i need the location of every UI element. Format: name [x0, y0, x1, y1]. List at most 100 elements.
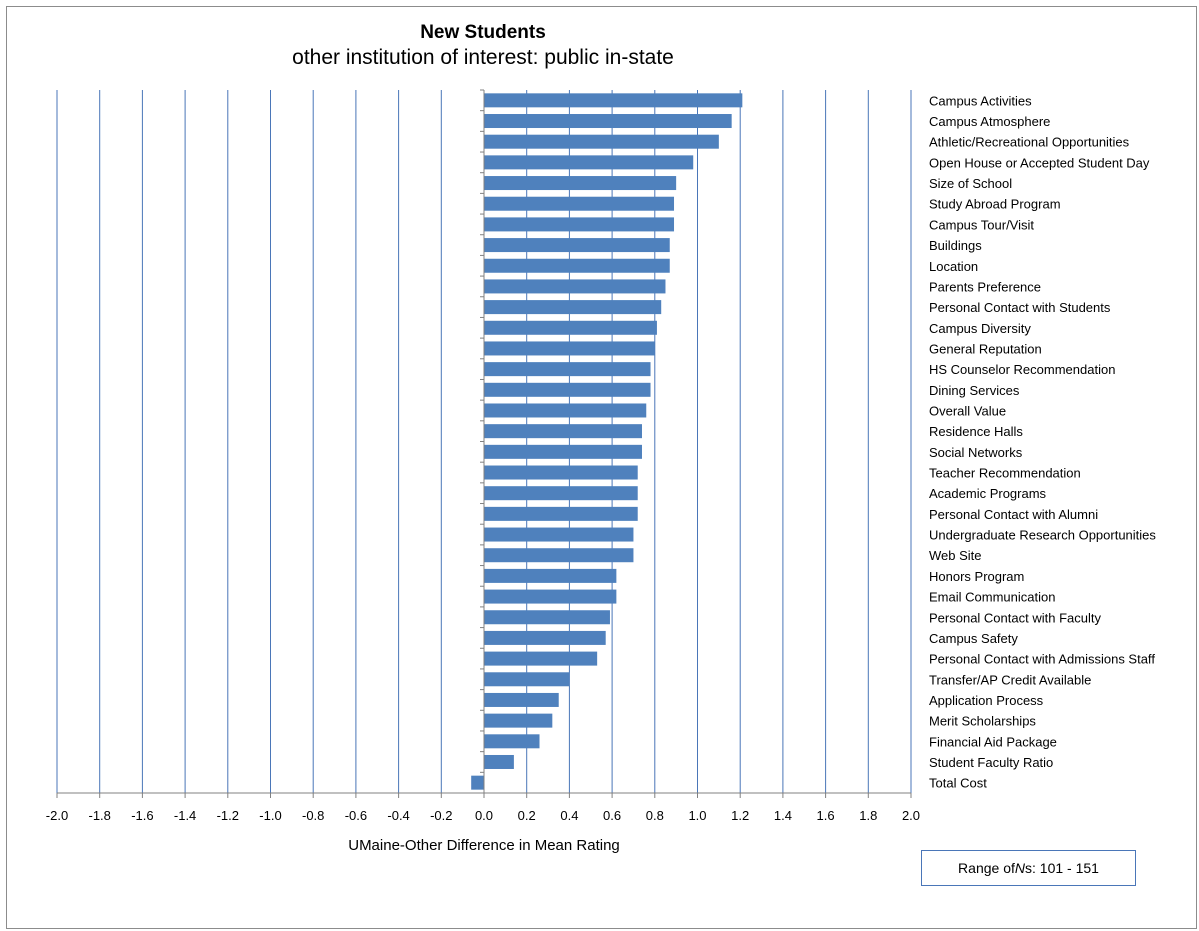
bar [484, 548, 634, 563]
bar [484, 238, 670, 253]
bar [484, 300, 662, 315]
x-tick-label: 1.2 [731, 808, 749, 823]
ns-symbol: N [1014, 860, 1025, 876]
bar [484, 155, 694, 170]
category-label: Transfer/AP Credit Available [929, 672, 1091, 687]
category-label: Financial Aid Package [929, 734, 1057, 749]
bars [471, 93, 743, 790]
category-label: Academic Programs [929, 486, 1047, 501]
bar [484, 93, 743, 108]
bar [484, 506, 638, 521]
bar [484, 362, 651, 377]
category-label: Campus Activities [929, 93, 1032, 108]
bar [484, 568, 617, 583]
bar [484, 176, 677, 191]
category-label: Honors Program [929, 569, 1024, 584]
category-label: General Reputation [929, 341, 1042, 356]
x-tick-label: -0.2 [430, 808, 452, 823]
x-tick-label: 0.4 [560, 808, 578, 823]
category-label: Email Communication [929, 590, 1055, 605]
x-tick-label: 0.0 [475, 808, 493, 823]
bar [484, 692, 559, 707]
category-label: Application Process [929, 693, 1044, 708]
x-tick-label: -2.0 [46, 808, 68, 823]
x-tick-label: -0.4 [387, 808, 409, 823]
category-label: Residence Halls [929, 424, 1023, 439]
bar [484, 754, 514, 769]
x-tick-label: 1.0 [688, 808, 706, 823]
bar [484, 196, 675, 211]
x-tick-label: -1.2 [217, 808, 239, 823]
category-label: Open House or Accepted Student Day [929, 155, 1150, 170]
ns-value: : 101 - 151 [1032, 860, 1099, 876]
labels: -2.0 -1.8 -1.6 -1.4 -1.2 -1.0 -0.8 -0.6 -0.4 -0.2… [46, 93, 1157, 823]
bar [484, 114, 732, 129]
x-tick-label: -1.4 [174, 808, 196, 823]
bar [484, 279, 666, 294]
bar [484, 465, 638, 480]
x-axis-title: UMaine-Other Difference in Mean Rating [348, 837, 620, 854]
category-label: Personal Contact with Faculty [929, 610, 1101, 625]
bar [484, 486, 638, 501]
bar [484, 651, 598, 666]
x-tick-label: 1.4 [774, 808, 792, 823]
x-tick-label: 1.8 [859, 808, 877, 823]
bar [484, 527, 634, 542]
ns-prefix: Range of [958, 860, 1015, 876]
bar [484, 424, 642, 439]
category-label: Undergraduate Research Opportunities [929, 528, 1156, 543]
category-label: Parents Preference [929, 279, 1041, 294]
bar [484, 713, 553, 728]
x-tick-label: -1.0 [259, 808, 281, 823]
ns-suffix: s [1025, 860, 1032, 876]
category-label: Athletic/Recreational Opportunities [929, 135, 1130, 150]
bar [471, 775, 484, 790]
grid-lines [56, 90, 912, 793]
category-label: Total Cost [929, 776, 987, 791]
category-label: Buildings [929, 238, 982, 253]
category-label: Personal Contact with Alumni [929, 507, 1098, 522]
bar [484, 672, 570, 687]
bar [484, 630, 606, 645]
category-label: HS Counselor Recommendation [929, 362, 1115, 377]
bar [484, 403, 647, 418]
category-label: Location [929, 259, 978, 274]
category-label: Overall Value [929, 403, 1006, 418]
bar [484, 610, 610, 625]
bar [484, 217, 675, 232]
category-label: Campus Atmosphere [929, 114, 1050, 129]
bar [484, 320, 657, 335]
category-label: Personal Contact with Students [929, 300, 1111, 315]
chart-subtitle: other institution of interest: public in… [292, 46, 674, 69]
bar [484, 734, 540, 749]
category-label: Campus Diversity [929, 321, 1031, 336]
bar [484, 382, 651, 397]
bar [484, 258, 670, 273]
x-tick-label: 0.6 [603, 808, 621, 823]
x-tick-label: -1.8 [88, 808, 110, 823]
category-label: Study Abroad Program [929, 197, 1061, 212]
category-label: Dining Services [929, 383, 1020, 398]
category-label: Size of School [929, 176, 1012, 191]
bar [484, 589, 617, 604]
x-tick-label: 0.2 [518, 808, 536, 823]
x-tick-label: -0.8 [302, 808, 324, 823]
category-label: Personal Contact with Admissions Staff [929, 652, 1155, 667]
category-label: Teacher Recommendation [929, 466, 1081, 481]
category-label: Student Faculty Ratio [929, 755, 1053, 770]
category-label: Campus Tour/Visit [929, 217, 1034, 232]
x-tick-label: 2.0 [902, 808, 920, 823]
bar [484, 134, 719, 149]
bar [484, 341, 655, 356]
category-label: Campus Safety [929, 631, 1018, 646]
category-label: Merit Scholarships [929, 714, 1036, 729]
category-label: Social Networks [929, 445, 1023, 460]
x-tick-label: -0.6 [345, 808, 367, 823]
category-label: Web Site [929, 548, 982, 563]
x-tick-label: 0.8 [646, 808, 664, 823]
x-tick-label: 1.6 [817, 808, 835, 823]
axes [56, 89, 912, 798]
bar [484, 444, 642, 459]
